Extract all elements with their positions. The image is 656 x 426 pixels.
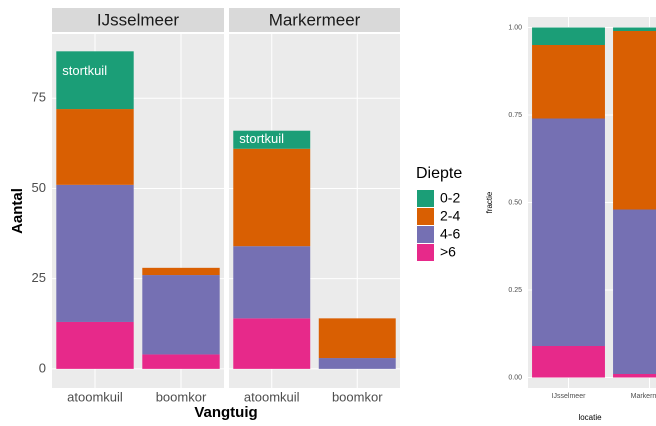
facet-title: Markermeer [269,10,361,29]
bar-segment [233,148,311,247]
legend-swatch [417,208,434,225]
legend-label: 4-6 [440,226,460,242]
legend-swatch [417,190,434,207]
x-axis-label: Vangtuig [194,404,257,421]
y-tick-label: 75 [32,90,46,105]
bar-segment [233,246,311,319]
strip [52,8,224,32]
bar-segment [56,51,134,110]
y-tick-label: 0.50 [508,199,522,206]
strip [229,8,400,32]
bar-segment [318,318,396,359]
bar-segment [56,321,134,369]
annotation: stortkuil [62,63,107,78]
bar-segment [532,346,605,378]
legend-label: 2-4 [440,208,460,224]
bar-segment [318,358,396,369]
bar-segment [613,209,656,374]
y-tick-label: 0.75 [508,112,522,119]
bar-segment [532,118,605,346]
bar-segment [142,267,220,276]
x-tick-label: Markermeer [631,393,656,400]
bar-segment [532,27,605,45]
y-axis-label: Aantal [9,188,26,234]
y-tick-label: 25 [32,270,46,285]
bar-segment [233,318,311,369]
y-tick-label: 50 [32,180,46,195]
x-tick-label: atoomkuil [244,389,300,404]
y-axis-label: fractie [485,191,494,213]
bar-segment [142,354,220,369]
bar-segment [56,109,134,185]
bar-segment [56,184,134,322]
bar-segment [233,130,311,149]
y-tick-label: 0.25 [508,287,522,294]
bar-segment [613,374,656,378]
bar-segment [613,27,656,31]
legend-label: 0-2 [440,190,460,206]
y-tick-label: 0.00 [508,374,522,381]
legend-label: >6 [440,244,456,260]
facet-title: IJsselmeer [97,10,180,29]
x-tick-label: boomkor [156,389,207,404]
annotation: stortkuil [239,131,284,146]
bar-segment [142,275,220,355]
bar-segment [532,45,605,119]
legend-swatch [417,226,434,243]
legend-swatch [417,244,434,261]
y-tick-label: 0 [39,360,46,375]
bar-segment [613,31,656,210]
legend-title: Diepte [416,165,462,182]
x-axis-label: locatie [578,413,602,422]
x-tick-label: IJsselmeer [552,393,587,400]
y-tick-label: 1.00 [508,24,522,31]
x-tick-label: boomkor [332,389,383,404]
x-tick-label: atoomkuil [67,389,123,404]
